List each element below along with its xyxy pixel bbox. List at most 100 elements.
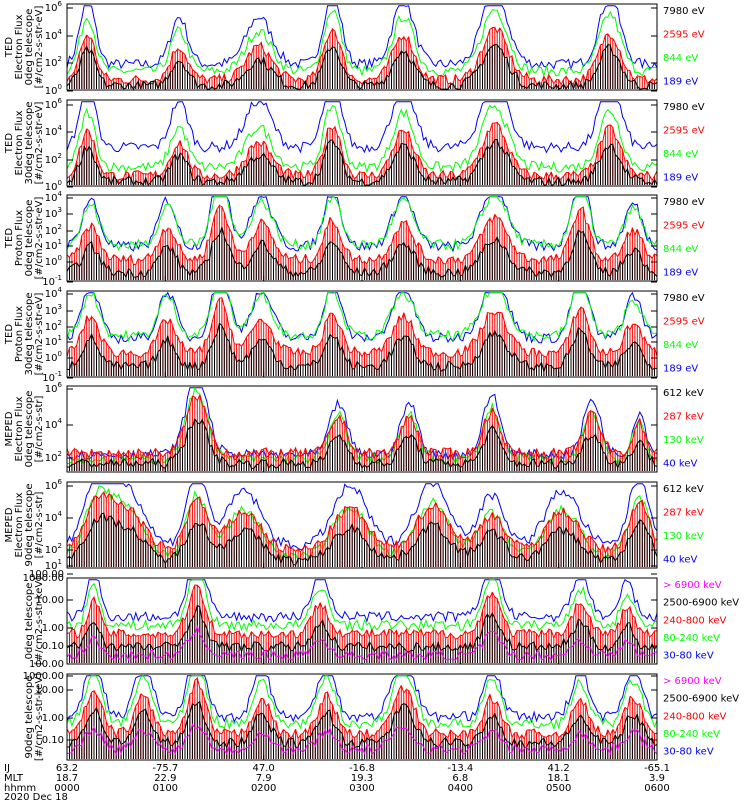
series-line [66, 9, 658, 79]
legend-label: 189 eV [663, 77, 698, 88]
y-tick-label: 106 [45, 97, 63, 111]
legend-label: 80-240 keV [663, 633, 720, 644]
y-tick-label: 100 [45, 350, 62, 364]
legend-label: 7980 eV [663, 6, 705, 17]
y-tick-label: 101 [45, 238, 62, 252]
y-tick-label: 100 [45, 83, 62, 97]
legend-label: 2500-6900 keV [663, 694, 739, 705]
series-line [66, 291, 658, 343]
y-axis-label: [#/cm2-s-str] [34, 491, 45, 558]
x-tick-hhmm: 0600 [644, 783, 669, 794]
y-tick-label: 102 [45, 542, 62, 556]
y-axis-label: [#/cm2-s-str-eV] [34, 102, 45, 185]
x-tick-hhmm: 0300 [349, 783, 374, 794]
legend-label: 844 eV [663, 244, 698, 255]
panel-frame [66, 3, 658, 91]
legend-label: 844 eV [663, 53, 698, 64]
series-line [66, 5, 658, 71]
y-axis-label: TED [4, 37, 15, 58]
y-axis-label: 90deg telescope [24, 675, 35, 758]
legend-label: 844 eV [663, 149, 698, 160]
legend-label: 612 keV [663, 484, 704, 495]
x-tick-mlt: 18.7 [56, 773, 78, 784]
legend-label: 7980 eV [663, 293, 705, 304]
y-axis-label: Electron Flux [14, 492, 25, 557]
y-tick-label: 10.00 [35, 595, 64, 606]
series-line [66, 104, 658, 174]
legend-label: > 6900 keV [663, 580, 722, 591]
y-tick-label: 106 [45, 478, 63, 492]
y-axis-label: 30deg telescope [24, 292, 35, 375]
legend-label: 2500-6900 keV [663, 598, 739, 609]
x-tick-hhmm: 0100 [153, 783, 178, 794]
y-axis-label: TED [4, 324, 15, 345]
x-row-label-lat: IJ [4, 763, 10, 774]
series-line [66, 394, 658, 471]
y-axis-label: 0deg telescope [24, 583, 35, 660]
series-line [66, 26, 658, 89]
x-tick-hhmm: 0200 [251, 783, 276, 794]
y-axis-label: 0deg telescope [24, 200, 35, 277]
series-line [66, 101, 658, 154]
panel-5: 102 104 106 MEPED Electron Flux 0deg telescop… [4, 381, 704, 473]
y-tick-label: 102 [45, 223, 62, 237]
series-line [66, 579, 658, 632]
x-tick-mlt: 3.9 [649, 773, 665, 784]
series-line [66, 196, 658, 253]
y-tick-label: 104 [45, 124, 63, 138]
y-tick-label: 104 [45, 286, 63, 300]
y-tick-label: 104 [45, 190, 63, 204]
y-axis-label: [#/cm2-s-str] [34, 395, 45, 462]
y-tick-label: 0.10 [42, 735, 64, 746]
legend-label: 30-80 keV [663, 651, 714, 662]
legend-label: 287 keV [663, 412, 704, 423]
legend-label: 2595 eV [663, 126, 705, 137]
y-tick-label: 104 [45, 417, 63, 431]
y-axis-label: [#/cm2-s-str-keV] [34, 577, 45, 665]
series-line [66, 578, 658, 624]
x-tick-lat: -16.8 [349, 763, 375, 774]
series-line [66, 291, 658, 345]
y-tick-label: 106 [45, 381, 63, 395]
y-axis-label: 90deg telescope [24, 483, 35, 566]
series-line [66, 483, 658, 551]
x-tick-lat: 47.0 [253, 763, 275, 774]
legend-label: 2595 eV [663, 30, 705, 41]
y-tick-label: 100.00 [29, 569, 64, 580]
y-tick-label: 1000.00 [23, 671, 64, 682]
y-axis-label: [#/cm2-s-str-eV] [34, 197, 45, 280]
y-tick-label: 104 [45, 510, 63, 524]
legend-label: 189 eV [663, 268, 698, 279]
x-tick-mlt: 6.8 [452, 773, 468, 784]
y-tick-label: 0.10 [42, 641, 64, 652]
legend-label: 2595 eV [663, 221, 705, 232]
x-tick-mlt: 7.9 [256, 773, 272, 784]
y-tick-label: 100 [45, 254, 62, 268]
legend-label: 844 eV [663, 340, 698, 351]
y-axis-label: [#/cm2-s-str-eV] [34, 6, 45, 89]
x-tick-lat: 63.2 [56, 763, 78, 774]
y-axis-label: Electron Flux [14, 14, 25, 79]
y-tick-label: 103 [45, 206, 62, 220]
y-axis-label: [#/cm2-s-str-eV] [34, 293, 45, 376]
legend-label: 40 keV [663, 555, 697, 566]
y-tick-label: 1000.00 [23, 573, 64, 584]
series-line [66, 624, 658, 663]
legend-label: 40 keV [663, 459, 697, 470]
y-axis-label: 0deg telescope [24, 9, 35, 86]
x-tick-mlt: 19.3 [351, 773, 373, 784]
legend-label: > 6900 keV [663, 676, 722, 687]
y-axis-label: Proton Flux [14, 306, 25, 362]
y-axis-label: Proton Flux [14, 210, 25, 266]
legend-label: 130 keV [663, 531, 704, 542]
legend-label: 7980 eV [663, 102, 705, 113]
panel-1: 100 102 104 106 TED Electron Flux 0deg telesco… [4, 0, 705, 97]
x-tick-hhmm: 0000 [54, 783, 79, 794]
y-tick-label: 1.00 [42, 713, 64, 724]
